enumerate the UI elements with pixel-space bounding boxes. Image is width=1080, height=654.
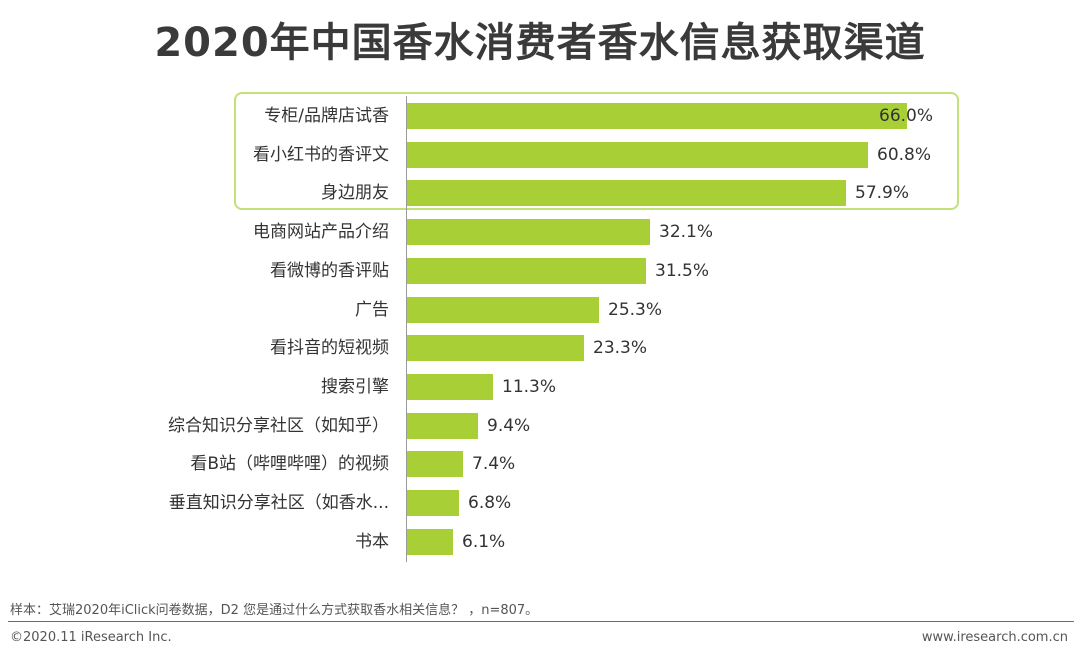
bar — [407, 297, 599, 323]
bar — [407, 219, 650, 245]
value-label: 31.5% — [655, 261, 710, 281]
category-axis-line — [406, 96, 407, 562]
category-label: 综合知识分享社区（如知乎） — [168, 416, 389, 436]
bar — [407, 413, 478, 439]
value-label: 23.3% — [593, 338, 648, 358]
copyright-text: ©2020.11 iResearch Inc. — [10, 630, 172, 645]
value-label: 60.8% — [877, 145, 932, 165]
category-label: 专柜/品牌店试香 — [264, 106, 389, 126]
category-label: 看小红书的香评文 — [253, 145, 389, 165]
bar — [407, 451, 463, 477]
category-label: 看B站（哔哩哔哩）的视频 — [190, 454, 389, 474]
sample-note: 样本：艾瑞2020年iClick问卷数据，D2 您是通过什么方式获取香水相关信息… — [10, 603, 539, 618]
top-three-highlight-box — [234, 92, 959, 210]
category-label: 广告 — [355, 300, 389, 320]
bar — [407, 142, 868, 168]
value-label: 7.4% — [472, 454, 516, 474]
value-label: 57.9% — [855, 183, 910, 203]
bar — [407, 335, 584, 361]
value-label: 11.3% — [502, 377, 557, 397]
category-label: 电商网站产品介绍 — [253, 222, 389, 242]
bar — [407, 258, 646, 284]
bar — [407, 490, 459, 516]
bar — [407, 529, 453, 555]
value-label: 9.4% — [487, 416, 531, 436]
value-label: 25.3% — [608, 300, 663, 320]
chart-title: 2020年中国香水消费者香水信息获取渠道 — [154, 20, 926, 66]
category-label: 看微博的香评贴 — [270, 261, 389, 281]
value-label: 6.1% — [462, 532, 506, 552]
website-url: www.iresearch.com.cn — [921, 630, 1068, 645]
value-label: 32.1% — [659, 222, 714, 242]
bar — [407, 103, 907, 129]
bar — [407, 374, 493, 400]
footer-divider — [8, 621, 1074, 622]
category-label: 垂直知识分享社区（如香水... — [168, 493, 389, 513]
category-label: 看抖音的短视频 — [270, 338, 389, 358]
category-label: 书本 — [355, 532, 389, 552]
category-label: 搜索引擎 — [321, 377, 389, 397]
category-label: 身边朋友 — [321, 183, 389, 203]
bar — [407, 180, 846, 206]
value-label: 66.0% — [879, 106, 934, 126]
value-label: 6.8% — [468, 493, 512, 513]
